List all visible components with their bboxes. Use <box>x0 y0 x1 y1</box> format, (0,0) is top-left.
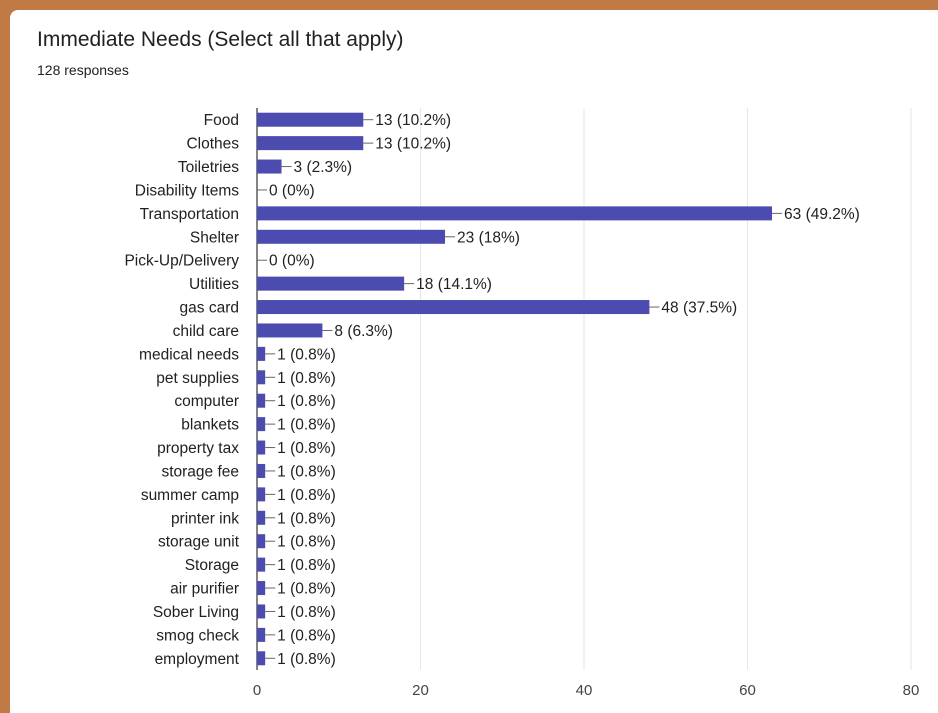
category-label: computer <box>174 393 239 410</box>
data-label: 13 (10.2%) <box>375 112 451 129</box>
category-label: printer ink <box>171 510 239 527</box>
data-label: 1 (0.8%) <box>277 534 336 551</box>
category-label: property tax <box>157 440 239 457</box>
category-label: smog check <box>156 627 239 644</box>
bar <box>257 581 266 596</box>
data-label: 1 (0.8%) <box>277 604 336 621</box>
category-label: child care <box>173 323 239 340</box>
bar <box>257 229 446 244</box>
category-label: Storage <box>185 557 239 574</box>
data-label: 48 (37.5%) <box>661 300 737 317</box>
data-label: 18 (14.1%) <box>416 276 492 293</box>
bar <box>257 370 266 385</box>
bar <box>257 510 266 525</box>
data-label: 23 (18%) <box>457 229 520 246</box>
bar <box>257 393 266 408</box>
category-label: summer camp <box>141 487 239 504</box>
bar <box>257 159 282 174</box>
data-label: 1 (0.8%) <box>277 510 336 527</box>
bar <box>257 417 266 432</box>
data-label: 0 (0%) <box>269 253 315 270</box>
bar <box>257 300 650 315</box>
category-label: Food <box>204 112 239 129</box>
data-label: 1 (0.8%) <box>277 557 336 574</box>
category-label: gas card <box>180 300 239 317</box>
bar <box>257 534 266 549</box>
data-label: 3 (2.3%) <box>294 159 353 176</box>
bar <box>257 487 266 502</box>
category-label: employment <box>155 651 240 668</box>
data-label: 13 (10.2%) <box>375 136 451 153</box>
category-label: medical needs <box>139 346 239 363</box>
x-tick-label: 60 <box>739 682 756 699</box>
x-tick-label: 40 <box>576 682 593 699</box>
data-label: 1 (0.8%) <box>277 463 336 480</box>
category-label: storage unit <box>158 534 240 551</box>
category-label: air purifier <box>170 581 239 598</box>
category-label: Clothes <box>186 136 239 153</box>
bar <box>257 463 266 478</box>
x-tick-label: 0 <box>253 682 261 699</box>
category-label: storage fee <box>161 463 239 480</box>
response-count: 128 responses <box>37 62 129 78</box>
data-label: 1 (0.8%) <box>277 581 336 598</box>
bar <box>257 604 266 619</box>
bar <box>257 136 364 151</box>
chart-card: Immediate Needs (Select all that apply) … <box>10 10 938 713</box>
category-label: Pick-Up/Delivery <box>124 253 239 270</box>
category-label: Toiletries <box>178 159 239 176</box>
data-label: 1 (0.8%) <box>277 393 336 410</box>
category-label: Disability Items <box>135 182 239 199</box>
x-tick-label: 80 <box>903 682 920 699</box>
bar <box>257 627 266 642</box>
bar <box>257 440 266 455</box>
bar <box>257 346 266 361</box>
category-label: Sober Living <box>153 604 239 621</box>
bar <box>257 112 364 127</box>
chart-title: Immediate Needs (Select all that apply) <box>37 28 404 51</box>
category-label: Transportation <box>140 206 239 223</box>
data-label: 8 (6.3%) <box>334 323 393 340</box>
category-label: pet supplies <box>156 370 239 387</box>
category-label: Shelter <box>190 229 239 246</box>
data-label: 0 (0%) <box>269 182 315 199</box>
data-label: 1 (0.8%) <box>277 651 336 668</box>
bar <box>257 206 773 221</box>
data-label: 1 (0.8%) <box>277 440 336 457</box>
data-label: 63 (49.2%) <box>784 206 860 223</box>
category-label: blankets <box>181 417 239 434</box>
bar <box>257 557 266 572</box>
data-label: 1 (0.8%) <box>277 487 336 504</box>
bar <box>257 276 405 291</box>
data-label: 1 (0.8%) <box>277 417 336 434</box>
category-label: Utilities <box>189 276 239 293</box>
data-label: 1 (0.8%) <box>277 627 336 644</box>
bar <box>257 323 323 338</box>
data-label: 1 (0.8%) <box>277 370 336 387</box>
x-tick-label: 20 <box>412 682 429 699</box>
bar <box>257 651 266 666</box>
data-label: 1 (0.8%) <box>277 346 336 363</box>
